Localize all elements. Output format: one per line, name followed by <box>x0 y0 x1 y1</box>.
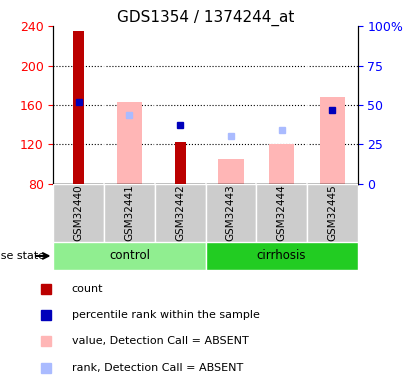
Bar <box>206 184 256 242</box>
Text: GSM32444: GSM32444 <box>277 184 286 241</box>
Text: GSM32442: GSM32442 <box>175 184 185 241</box>
Bar <box>104 184 155 242</box>
Bar <box>117 102 142 184</box>
Bar <box>206 242 358 270</box>
Text: GSM32441: GSM32441 <box>125 184 134 241</box>
Text: GSM32445: GSM32445 <box>327 184 337 241</box>
Bar <box>73 31 84 184</box>
Title: GDS1354 / 1374244_at: GDS1354 / 1374244_at <box>117 10 294 26</box>
Text: percentile rank within the sample: percentile rank within the sample <box>72 310 260 320</box>
Bar <box>218 159 243 184</box>
Text: rank, Detection Call = ABSENT: rank, Detection Call = ABSENT <box>72 363 243 373</box>
Bar <box>256 184 307 242</box>
Bar <box>53 184 104 242</box>
Bar <box>319 97 345 184</box>
Text: count: count <box>72 284 103 294</box>
Bar <box>269 144 294 184</box>
Text: cirrhosis: cirrhosis <box>257 249 306 262</box>
Bar <box>175 142 186 184</box>
Text: control: control <box>109 249 150 262</box>
Text: value, Detection Call = ABSENT: value, Detection Call = ABSENT <box>72 336 249 346</box>
Text: GSM32443: GSM32443 <box>226 184 236 241</box>
Text: GSM32440: GSM32440 <box>74 184 84 241</box>
Bar <box>307 184 358 242</box>
Bar <box>53 242 206 270</box>
Bar <box>155 184 206 242</box>
Text: disease state: disease state <box>0 251 45 261</box>
